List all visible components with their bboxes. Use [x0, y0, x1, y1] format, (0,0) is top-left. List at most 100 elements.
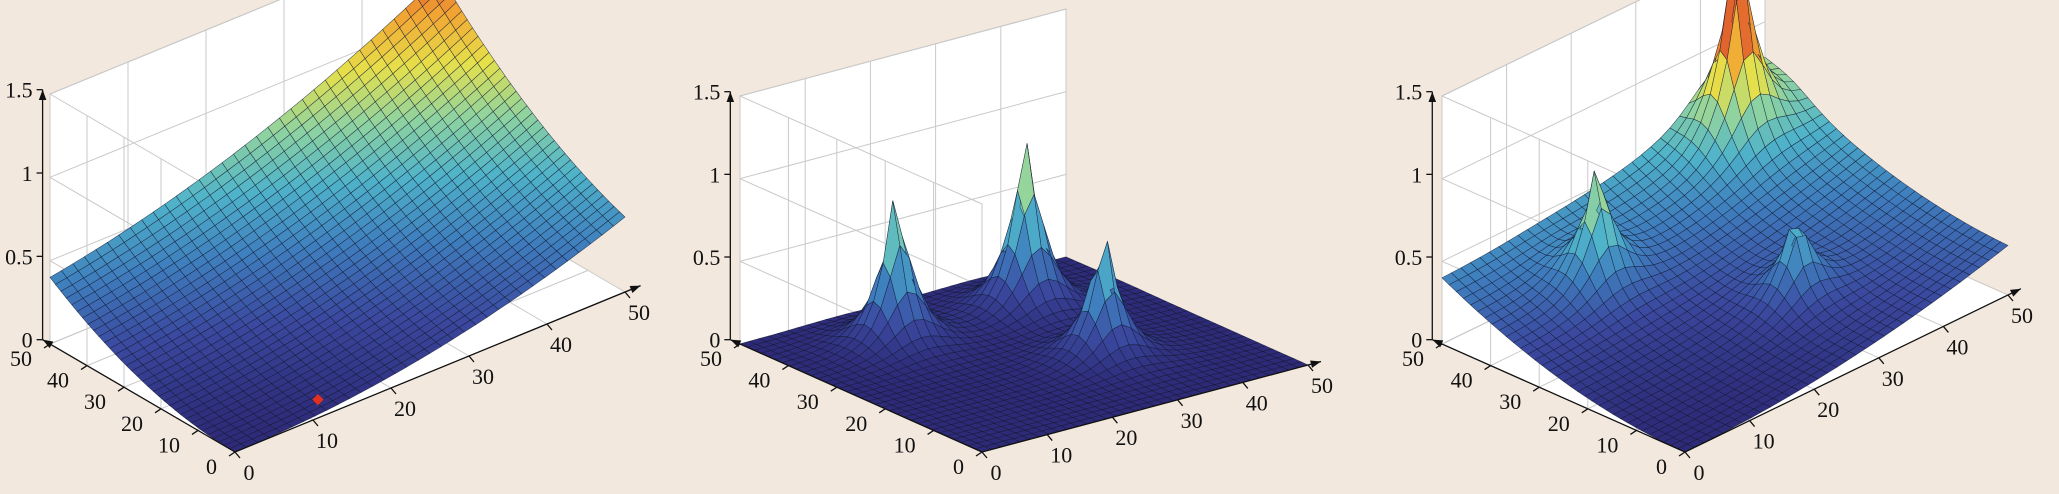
x-tick [468, 355, 475, 363]
y-tick [191, 429, 199, 435]
x-tick-label: 0 [991, 460, 1002, 485]
x-tick-label: 10 [1050, 443, 1072, 468]
z-tick-label: 1 [22, 161, 33, 186]
grid-line [739, 91, 1067, 180]
x-axis-arrowhead [629, 285, 641, 294]
minimum-marker [312, 393, 324, 406]
x-tick-label: 10 [1753, 429, 1775, 454]
z-tick-label: 1 [1411, 162, 1422, 187]
x-tick-label: 20 [1115, 425, 1137, 450]
y-tick-label: 50 [10, 346, 32, 371]
y-tick-label: 10 [1596, 432, 1618, 457]
x-tick [1684, 451, 1691, 459]
y-tick [1532, 386, 1540, 392]
x-tick [1177, 399, 1184, 407]
x-tick-label: 50 [1311, 373, 1333, 398]
y-axis [42, 339, 236, 453]
x-tick-label: 40 [1246, 390, 1268, 415]
y-tick-label: 30 [84, 389, 106, 414]
z-tick-label: 1 [709, 162, 720, 187]
z-tick-label: 1.5 [693, 80, 721, 105]
z-tick-label: 0 [22, 328, 33, 353]
y-tick-label: 0 [1656, 454, 1667, 479]
y-tick [80, 365, 88, 371]
surface-cell [607, 211, 626, 227]
x-tick-label: 10 [316, 428, 338, 453]
x-tick-label: 20 [394, 396, 416, 421]
x-tick [234, 451, 241, 459]
x-tick [312, 419, 319, 427]
y-tick [1581, 408, 1589, 414]
x-tick-label: 50 [628, 300, 650, 325]
x-tick-label: 40 [1946, 334, 1968, 359]
y-tick [154, 408, 162, 414]
z-tick-label: 0.5 [5, 244, 33, 269]
y-tick-label: 10 [894, 432, 916, 457]
x-tick [546, 323, 553, 331]
x-tick [1111, 416, 1118, 424]
x-tick [390, 387, 397, 395]
y-tick [1678, 451, 1686, 457]
y-tick-label: 40 [748, 368, 770, 393]
x-axis-arrowhead [2009, 288, 2021, 297]
x-tick [1878, 357, 1885, 365]
x-tick [1813, 388, 1820, 396]
z-tick-label: 0.5 [693, 245, 721, 270]
z-axis-arrowhead [1428, 91, 1437, 103]
x-tick-label: 0 [1694, 460, 1705, 485]
x-tick [1046, 434, 1053, 442]
x-tick [1942, 325, 1949, 333]
y-tick [117, 386, 125, 392]
z-tick-label: 0 [1411, 328, 1422, 353]
y-tick [1630, 429, 1637, 435]
x-tick-label: 30 [1181, 408, 1203, 433]
surface-mesh [739, 143, 1309, 453]
z-tick-label: 0.5 [1395, 245, 1423, 270]
z-tick-label: 1.5 [5, 78, 33, 103]
y-tick-label: 40 [47, 368, 69, 393]
y-tick-label: 20 [121, 411, 143, 436]
y-tick-label: 20 [1548, 411, 1570, 436]
y-axis-arrowhead [42, 339, 54, 349]
x-tick-label: 0 [244, 460, 255, 485]
x-tick [1749, 420, 1756, 428]
grid-line [739, 178, 983, 288]
y-tick-label: 10 [158, 432, 180, 457]
y-tick [878, 408, 886, 414]
z-tick-label: 0 [709, 328, 720, 353]
z-axis-arrowhead [726, 91, 735, 103]
surface-cell [436, 0, 445, 5]
x-tick-label: 30 [472, 364, 494, 389]
x-tick [2007, 294, 2014, 302]
y-tick [782, 365, 789, 371]
x-tick-label: 30 [1882, 366, 1904, 391]
surface-cell [418, 0, 430, 7]
z-tick-label: 1.5 [1395, 80, 1423, 105]
surface-mesh [49, 0, 626, 453]
x-tick [981, 451, 988, 459]
x-axis-arrowhead [1310, 360, 1322, 368]
y-tick [43, 343, 51, 349]
y-tick [830, 386, 838, 392]
z-axis-arrowhead [38, 89, 47, 101]
x-axis [234, 284, 641, 453]
x-tick-label: 40 [550, 332, 572, 357]
y-tick-label: 0 [953, 454, 964, 479]
y-tick-label: 20 [845, 411, 867, 436]
x-tick [624, 291, 631, 299]
x-tick-label: 20 [1817, 397, 1839, 422]
grid-line [739, 173, 1067, 262]
y-tick [228, 451, 236, 457]
grid-line [49, 0, 281, 95]
x-tick [1242, 381, 1249, 389]
y-tick-label: 30 [1499, 389, 1521, 414]
y-tick [975, 451, 983, 457]
y-tick-label: 30 [797, 389, 819, 414]
y-tick-label: 0 [206, 454, 217, 479]
grid-line [739, 95, 983, 205]
x-tick-label: 50 [2011, 303, 2033, 328]
